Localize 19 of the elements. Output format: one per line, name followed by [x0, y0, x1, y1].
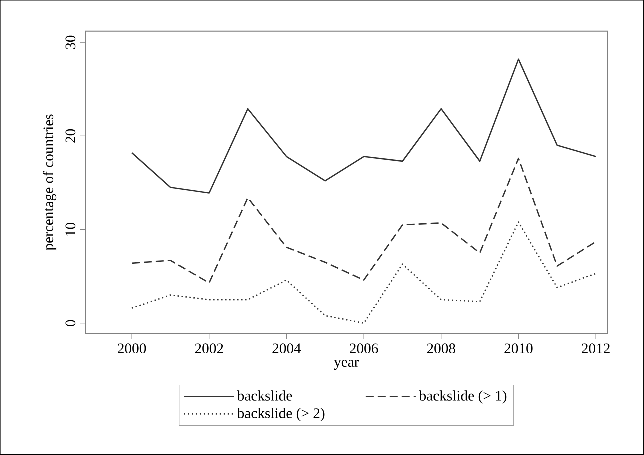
legend-label: backslide — [237, 390, 292, 401]
line-series — [131, 158, 597, 284]
x-tick-label: 2012 — [582, 344, 610, 354]
x-tick-label: 2010 — [504, 344, 533, 354]
line-series — [131, 221, 597, 324]
line-series — [131, 58, 597, 194]
y-tick-label: 30 — [66, 36, 76, 50]
x-tick-label: 2000 — [118, 344, 146, 354]
legend-label: backslide (> 1) — [419, 390, 507, 404]
x-tick-label: 2008 — [427, 344, 456, 354]
x-axis-title: year — [334, 360, 360, 370]
y-tick-label: 20 — [66, 129, 76, 143]
x-tick-label: 2006 — [350, 344, 378, 354]
legend-label: backslide (> 2) — [237, 408, 325, 422]
y-axis-title: percentage of countries — [43, 114, 57, 250]
y-tick-label: 0 — [66, 320, 76, 326]
y-tick-label: 10 — [66, 222, 76, 236]
x-tick-label: 2004 — [272, 344, 302, 354]
x-tick-label: 2002 — [195, 344, 224, 354]
